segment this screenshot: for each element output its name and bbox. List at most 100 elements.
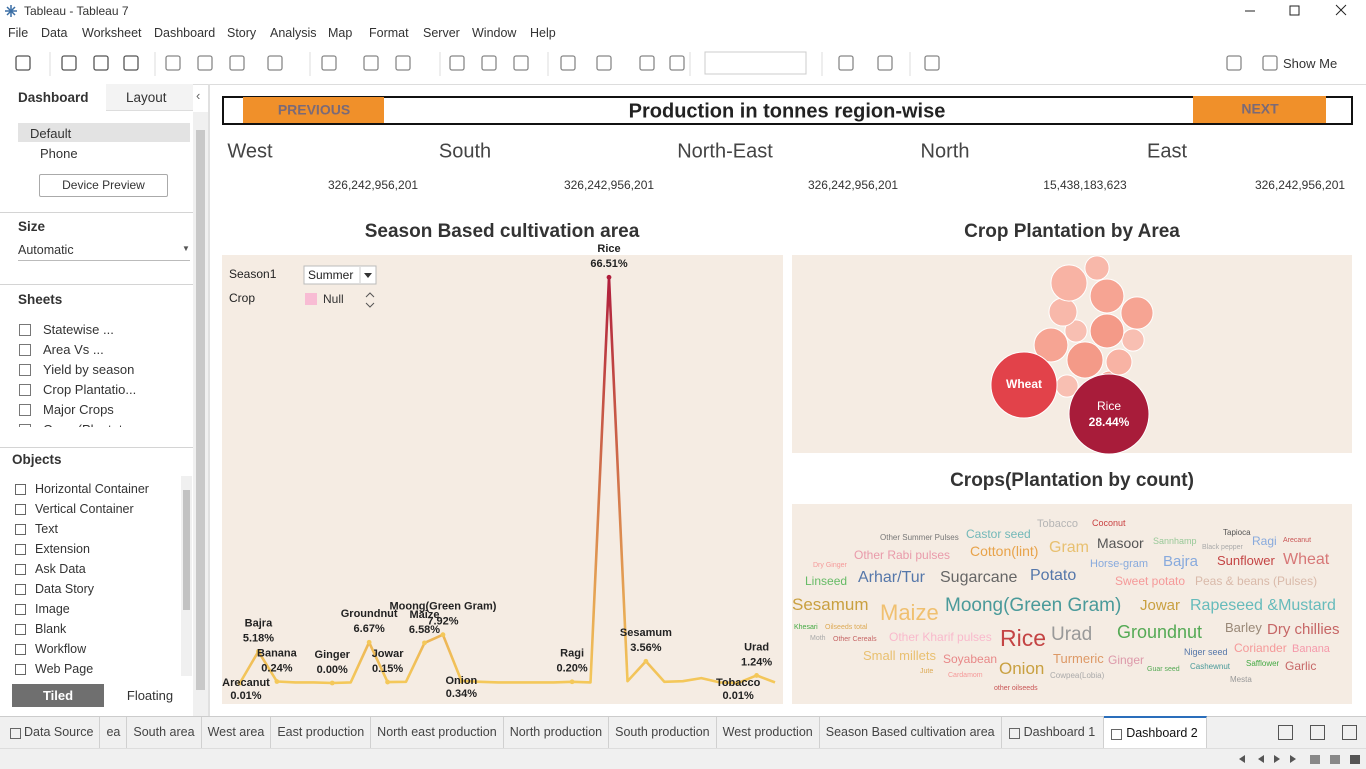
object-item[interactable]: Data Story bbox=[35, 582, 95, 596]
status-controls[interactable] bbox=[1230, 751, 1366, 767]
objects-scrollbar[interactable] bbox=[181, 476, 192, 676]
toolbar-icon[interactable] bbox=[1226, 55, 1242, 71]
toolbar-icon[interactable] bbox=[449, 55, 465, 71]
toolbar-icon[interactable] bbox=[165, 55, 181, 71]
menu-item[interactable]: Window bbox=[472, 26, 517, 40]
floating-button[interactable]: Floating bbox=[126, 688, 174, 703]
object-item[interactable]: Web Page bbox=[35, 662, 94, 676]
scroll-thumb[interactable] bbox=[183, 490, 190, 610]
sheet-tab-label[interactable]: South area bbox=[133, 725, 195, 739]
toolbar-icon[interactable] bbox=[229, 55, 245, 71]
sheet-tab-label[interactable]: East production bbox=[277, 725, 365, 739]
sheet-tab[interactable]: North production bbox=[504, 717, 610, 748]
sheet-tab-label[interactable]: North east production bbox=[377, 725, 497, 739]
toolbar-dropdown[interactable] bbox=[704, 51, 807, 75]
toolbar-icon[interactable] bbox=[639, 55, 655, 71]
sheet-tab[interactable]: East production bbox=[271, 717, 372, 748]
toolbar-icon[interactable] bbox=[15, 55, 31, 71]
menu-item[interactable]: Data bbox=[41, 26, 68, 40]
sheet-tab[interactable]: North east production bbox=[371, 717, 504, 748]
device-option[interactable]: Phone bbox=[40, 146, 78, 161]
sheet-item[interactable]: Crop Plantatio... bbox=[43, 382, 137, 397]
sheet-tab-label[interactable]: West area bbox=[207, 725, 265, 739]
toolbar-icon[interactable] bbox=[267, 55, 283, 71]
sheet-item[interactable]: Major Crops bbox=[43, 402, 114, 417]
sheet-tab[interactable]: West area bbox=[202, 717, 272, 748]
sheet-tab-label[interactable]: Dashboard 1 bbox=[1023, 725, 1096, 739]
tiled-button[interactable]: Tiled bbox=[12, 684, 104, 707]
toolbar-icon[interactable] bbox=[924, 55, 940, 71]
sheet-tab[interactable]: Dashboard 1 bbox=[1002, 717, 1105, 748]
sheet-tab-label[interactable]: North production bbox=[509, 725, 603, 739]
object-item[interactable]: Ask Data bbox=[35, 562, 86, 576]
menu-item[interactable]: File bbox=[8, 26, 29, 40]
size-dropdown[interactable]: Automatic bbox=[18, 243, 74, 257]
object-item[interactable]: Horizontal Container bbox=[35, 482, 149, 496]
side-tab[interactable]: Dashboard bbox=[18, 90, 89, 105]
sheet-tab[interactable]: Season Based cultivation area bbox=[820, 717, 1002, 748]
sheet-tab-label[interactable]: Data Source bbox=[24, 725, 94, 739]
toolbar-icon[interactable] bbox=[877, 55, 893, 71]
sheet-item[interactable]: Area Vs ... bbox=[43, 342, 104, 357]
dropdown-arrow[interactable]: ▼ bbox=[182, 244, 190, 253]
object-item[interactable]: Blank bbox=[35, 622, 67, 636]
next-label[interactable]: NEXT bbox=[1241, 101, 1279, 117]
sheet-tab[interactable]: South area bbox=[127, 717, 202, 748]
sheet-tab[interactable]: Dashboard 2 bbox=[1104, 716, 1207, 749]
side-scrollbar[interactable] bbox=[193, 112, 208, 716]
sheet-tab[interactable]: West production bbox=[717, 717, 820, 748]
sheet-tab-label[interactable]: Season Based cultivation area bbox=[825, 725, 995, 739]
new-sheet-button[interactable] bbox=[1342, 725, 1357, 740]
object-item[interactable]: Text bbox=[35, 522, 58, 536]
sheet-tab-label[interactable]: Dashboard 2 bbox=[1126, 726, 1198, 740]
toolbar-icon[interactable] bbox=[93, 55, 109, 71]
toolbar-icon[interactable] bbox=[838, 55, 854, 71]
previous-label[interactable]: PREVIOUS bbox=[278, 102, 350, 118]
menu-item[interactable]: Story bbox=[227, 26, 257, 40]
object-item[interactable]: Workflow bbox=[35, 642, 87, 656]
toolbar-icon[interactable] bbox=[395, 55, 411, 71]
sheet-item[interactable]: Statewise ... bbox=[43, 322, 114, 337]
object-item[interactable]: Image bbox=[35, 602, 70, 616]
season-dropdown[interactable] bbox=[303, 265, 377, 285]
sheet-tab[interactable]: ea bbox=[100, 717, 128, 748]
device-option[interactable]: Default bbox=[30, 126, 72, 141]
sheet-tab[interactable]: Data Source bbox=[6, 717, 101, 748]
toolbar-icon[interactable] bbox=[669, 55, 685, 71]
collapse-arrow[interactable]: ‹ bbox=[196, 88, 201, 103]
sheet-tab-label[interactable]: South production bbox=[615, 725, 710, 739]
toolbar-icon[interactable] bbox=[61, 55, 77, 71]
show-me-button[interactable]: Show Me bbox=[1283, 56, 1338, 71]
toolbar-icon[interactable] bbox=[513, 55, 529, 71]
new-sheet-button[interactable] bbox=[1278, 725, 1293, 740]
toolbar-icon[interactable] bbox=[123, 55, 139, 71]
previous-button[interactable] bbox=[243, 97, 384, 123]
scroll-thumb[interactable] bbox=[196, 130, 205, 690]
sheet-tab-label[interactable]: West production bbox=[722, 725, 813, 739]
sheet-item[interactable]: Yield by season bbox=[43, 362, 135, 377]
menu-item[interactable]: Dashboard bbox=[154, 26, 216, 40]
window-controls[interactable] bbox=[1230, 0, 1366, 22]
menu-item[interactable]: Help bbox=[530, 26, 556, 40]
device-preview-button[interactable]: Device Preview bbox=[39, 174, 168, 197]
object-item[interactable]: Vertical Container bbox=[35, 502, 134, 516]
toolbar-icon[interactable] bbox=[363, 55, 379, 71]
new-sheet-button[interactable] bbox=[1310, 725, 1325, 740]
sheet-tab-label[interactable]: ea bbox=[106, 725, 121, 739]
sheet-tab[interactable]: South production bbox=[609, 717, 717, 748]
next-button[interactable] bbox=[1193, 96, 1326, 123]
menu-item[interactable]: Format bbox=[369, 26, 409, 40]
toolbar-icon[interactable] bbox=[1262, 55, 1278, 71]
side-tab[interactable]: Layout bbox=[126, 90, 167, 105]
object-item[interactable]: Extension bbox=[35, 542, 90, 556]
menu-item[interactable]: Server bbox=[423, 26, 460, 40]
sheet-item[interactable]: Crops(Plantat... bbox=[43, 422, 133, 427]
toolbar-icon[interactable] bbox=[481, 55, 497, 71]
toolbar-icon[interactable] bbox=[560, 55, 576, 71]
menu-item[interactable]: Worksheet bbox=[82, 26, 142, 40]
toolbar-icon[interactable] bbox=[197, 55, 213, 71]
menu-item[interactable]: Analysis bbox=[270, 26, 317, 40]
menu-item[interactable]: Map bbox=[328, 26, 353, 40]
toolbar-icon[interactable] bbox=[596, 55, 612, 71]
dropdown-arrow[interactable] bbox=[364, 273, 372, 278]
